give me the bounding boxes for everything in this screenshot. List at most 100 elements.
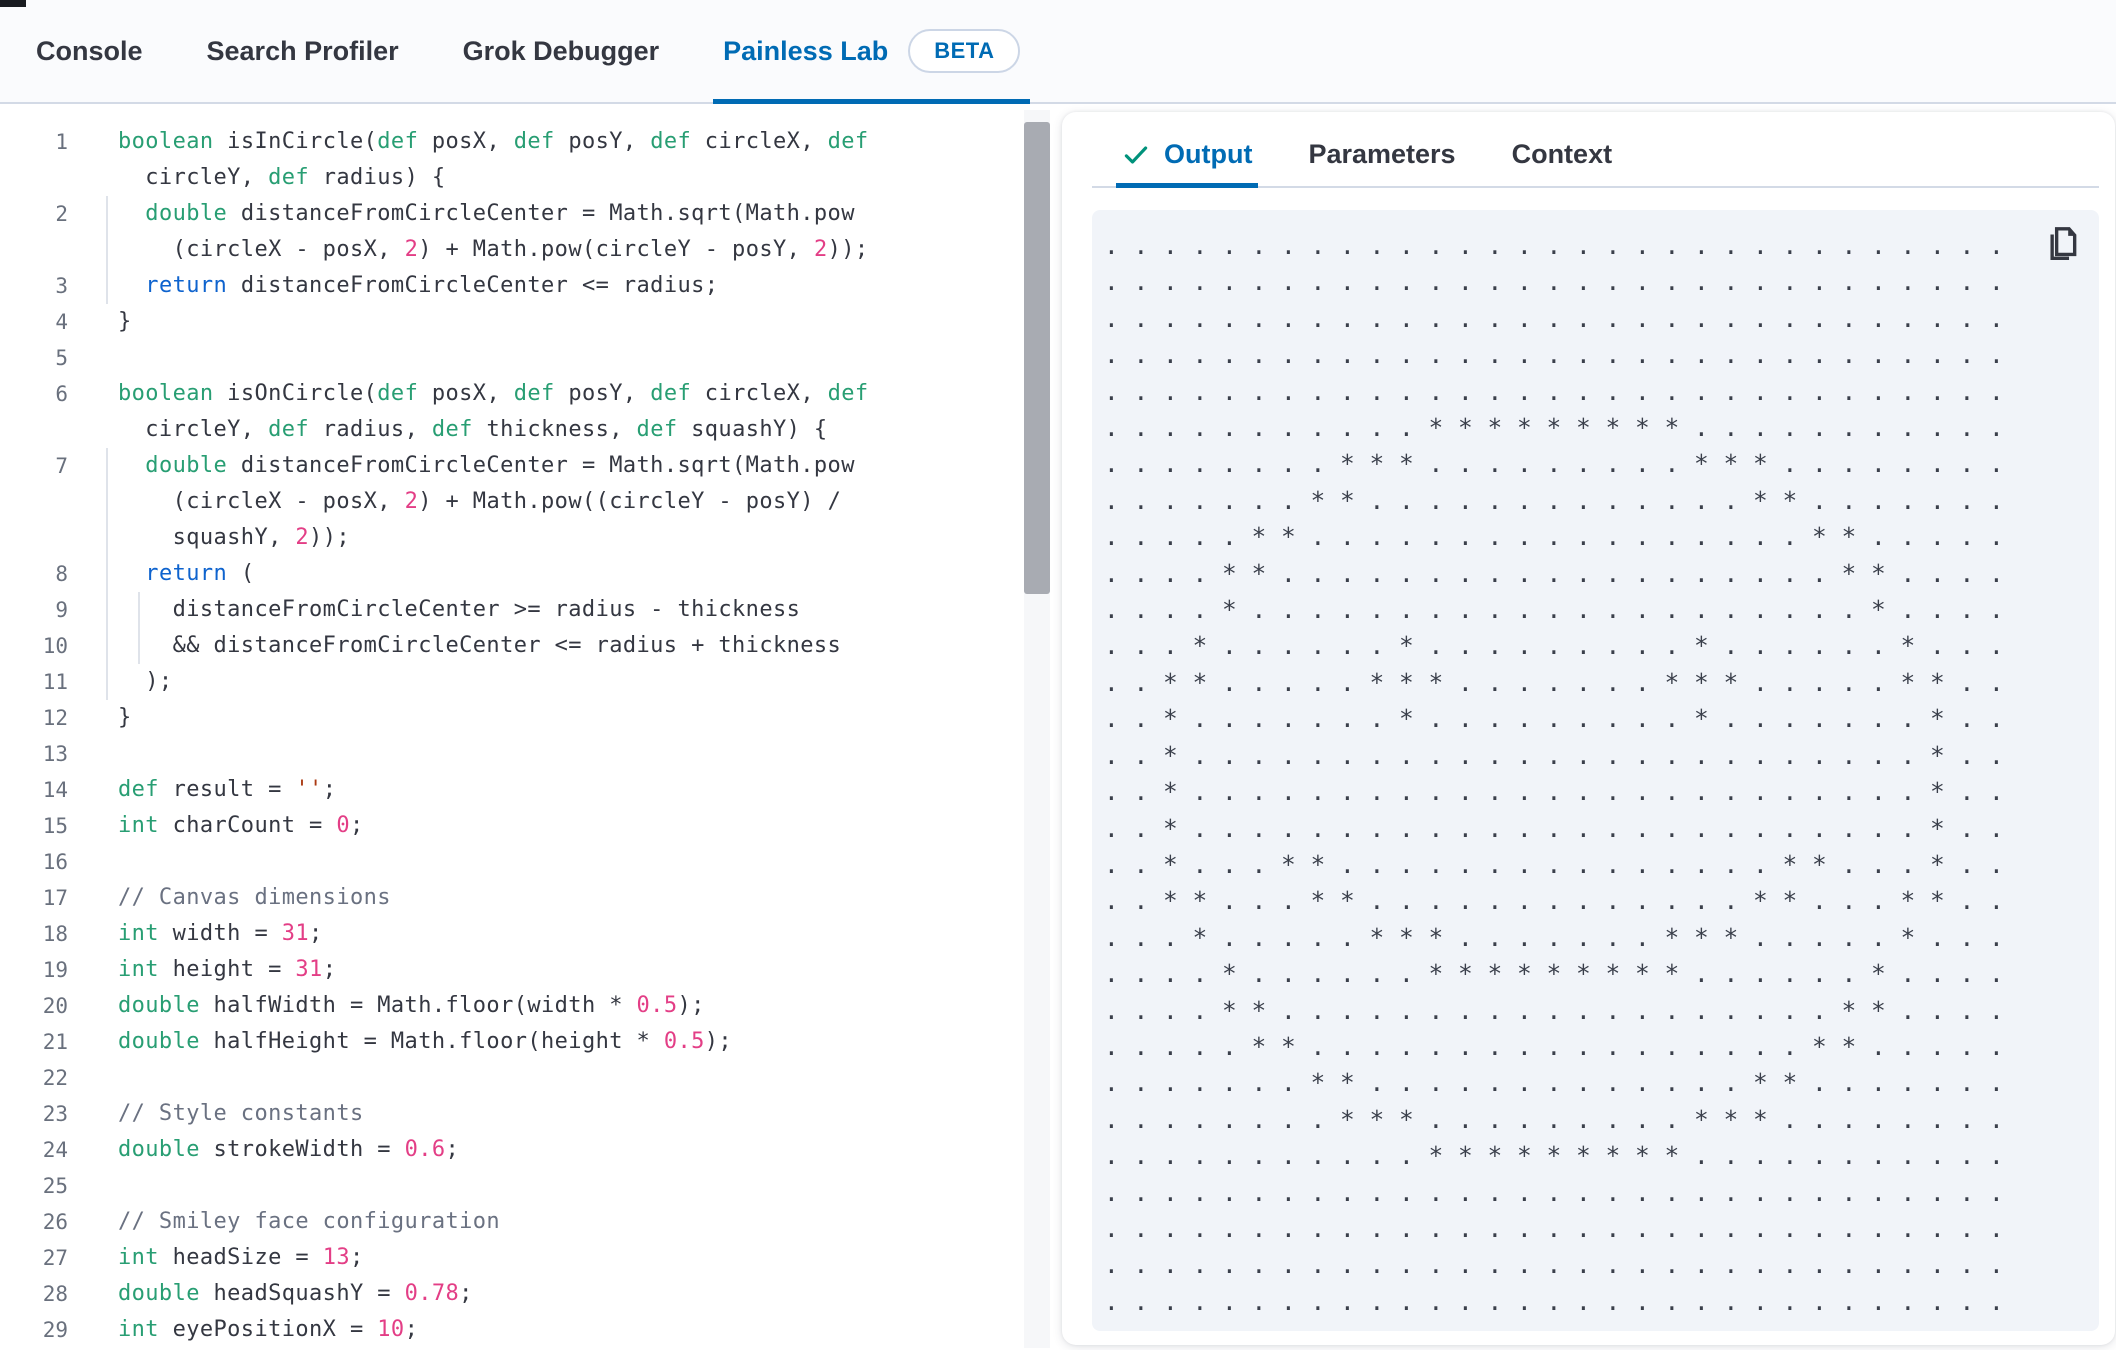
line-number: 20	[42, 994, 68, 1018]
code-line[interactable]: 18 int width = 31;	[0, 916, 1060, 952]
screen-edge-artifact	[0, 0, 26, 7]
code-line[interactable]: 25	[0, 1168, 1060, 1204]
copy-icon[interactable]	[2045, 226, 2079, 264]
output-result-box: . . . . . . . . . . . . . . . . . . . . …	[1092, 210, 2099, 1331]
code-line[interactable]: 8 return (	[0, 556, 1060, 592]
code-text: distanceFromCircleCenter >= radius - thi…	[118, 597, 801, 622]
code-line[interactable]: 28 double headSquashY = 0.78;	[0, 1276, 1060, 1312]
code-line[interactable]: 9 distanceFromCircleCenter >= radius - t…	[0, 592, 1060, 628]
panel-tab-parameters[interactable]: Parameters	[1302, 139, 1461, 186]
panel-tab-context[interactable]: Context	[1506, 139, 1619, 186]
ascii-row: . . . . . . . . * * * . . . . . . . . . …	[1104, 1104, 2004, 1134]
code-line[interactable]: 20 double halfWidth = Math.floor(width * …	[0, 988, 1060, 1024]
ascii-row: . . * . . . . . . . * . . . . . . . . . …	[1104, 704, 2004, 734]
code-line[interactable]: 19 int height = 31;	[0, 952, 1060, 988]
code-text	[68, 1060, 118, 1096]
ascii-row: . . . . . * * . . . . . . . . . . . . . …	[1104, 1031, 2004, 1061]
code-line[interactable]: 3 return distanceFromCircleCenter <= rad…	[0, 268, 1060, 304]
code-text: return (	[145, 561, 255, 586]
code-line[interactable]: 2 double distanceFromCircleCenter = Math…	[0, 196, 1060, 232]
line-number: 7	[55, 454, 68, 478]
nav-tab-label: Painless Lab	[723, 35, 889, 66]
indent-guide	[106, 664, 108, 700]
output-panel-card: Output Parameters Context . . . . . . . . …	[1062, 112, 2115, 1345]
code-line[interactable]: 22	[0, 1060, 1060, 1096]
code-line[interactable]: 4}	[0, 304, 1060, 340]
editor-scrollbar-thumb[interactable]	[1024, 122, 1050, 594]
indent-guide	[106, 448, 108, 484]
nav-tab-search-profiler[interactable]: Search Profiler	[197, 0, 409, 102]
code-line[interactable]: 26 // Smiley face configuration	[0, 1204, 1060, 1240]
ascii-row: . . . . . . . . . . . . . . . . . . . . …	[1104, 1286, 2004, 1316]
code-line[interactable]: 16	[0, 844, 1060, 880]
code-line[interactable]: 21 double halfHeight = Math.floor(height …	[0, 1024, 1060, 1060]
code-line[interactable]: circleY, def radius, def thickness, def …	[0, 412, 1060, 448]
code-text: }	[118, 705, 132, 730]
code-line[interactable]: (circleX - posX, 2) + Math.pow(circleY -…	[0, 232, 1060, 268]
code-line[interactable]: 12}	[0, 700, 1060, 736]
nav-tab-label: Search Profiler	[206, 35, 399, 66]
code-line[interactable]: (circleX - posX, 2) + Math.pow((circleY …	[0, 484, 1060, 520]
code-line[interactable]: 1 boolean isInCircle(def posX, def posY, …	[0, 124, 1060, 160]
ascii-row: . . . . . * * . . . . . . . . . . . . . …	[1104, 522, 2004, 552]
line-number: 18	[42, 922, 68, 946]
code-line[interactable]: 13	[0, 736, 1060, 772]
code-line[interactable]: 15 int charCount = 0;	[0, 808, 1060, 844]
line-number: 9	[55, 598, 68, 622]
code-line[interactable]: 27 int headSize = 13;	[0, 1240, 1060, 1276]
ascii-art-output: . . . . . . . . . . . . . . . . . . . . …	[1104, 228, 2099, 1320]
code-text: boolean isOnCircle(def posX, def posY, d…	[118, 381, 869, 406]
line-number: 19	[42, 958, 68, 982]
indent-guide	[106, 232, 108, 268]
panel-tab-output[interactable]: Output	[1116, 139, 1259, 188]
line-number: 8	[55, 562, 68, 586]
ascii-row: . . . . . . . . . . . . . . . . . . . . …	[1104, 1250, 2004, 1280]
code-text: );	[118, 669, 173, 694]
ascii-row: . . . * . . . . . . * . . . . . . . . . …	[1104, 631, 2004, 661]
code-line[interactable]: 11 );	[0, 664, 1060, 700]
editor-scrollbar-track[interactable]	[1024, 110, 1050, 1348]
code-line[interactable]: squashY, 2));	[0, 520, 1060, 556]
code-line[interactable]: 10 && distanceFromCircleCenter <= radius…	[0, 628, 1060, 664]
code-text: // Style constants	[118, 1101, 364, 1126]
ascii-row: . . . . * * . . . . . . . . . . . . . . …	[1104, 558, 2004, 588]
code-line[interactable]: circleY, def radius) {	[0, 160, 1060, 196]
code-line[interactable]: 5	[0, 340, 1060, 376]
ascii-row: . . * * . . . * * . . . . . . . . . . . …	[1104, 886, 2004, 916]
ascii-row: . . . . * . . . . . . * * * * * * * * * …	[1104, 959, 2004, 989]
code-line[interactable]: 23 // Style constants	[0, 1096, 1060, 1132]
line-number: 6	[55, 382, 68, 406]
dev-tools-tab-bar: Console Search Profiler Grok Debugger Painl…	[0, 0, 2116, 104]
code-line[interactable]: 7 double distanceFromCircleCenter = Math…	[0, 448, 1060, 484]
ascii-row: . . . . * * . . . . . . . . . . . . . . …	[1104, 995, 2004, 1025]
code-text	[68, 844, 118, 880]
nav-tab-console[interactable]: Console	[26, 0, 153, 102]
line-number: 24	[42, 1138, 68, 1162]
line-number: 1	[55, 130, 68, 154]
code-line[interactable]: 29 int eyePositionX = 10;	[0, 1312, 1060, 1348]
code-text: int eyePositionX = 10;	[118, 1317, 419, 1342]
line-number: 16	[42, 850, 68, 874]
ascii-row: . . . . . . . * * . . . . . . . . . . . …	[1104, 485, 2004, 515]
line-number	[0, 232, 68, 268]
beta-badge: BETA	[908, 29, 1021, 73]
code-line[interactable]: 17 // Canvas dimensions	[0, 880, 1060, 916]
code-line[interactable]: 6 boolean isOnCircle(def posX, def posY, …	[0, 376, 1060, 412]
code-text	[68, 340, 118, 376]
code-line[interactable]: 24 double strokeWidth = 0.6;	[0, 1132, 1060, 1168]
nav-tab-grok-debugger[interactable]: Grok Debugger	[453, 0, 670, 102]
code-text: int width = 31;	[118, 921, 323, 946]
line-number: 15	[42, 814, 68, 838]
code-text: double distanceFromCircleCenter = Math.s…	[145, 201, 855, 226]
code-line[interactable]: 14 def result = '';	[0, 772, 1060, 808]
code-editor[interactable]: 1 boolean isInCircle(def posX, def posY, …	[0, 104, 1060, 1348]
indent-guide	[106, 520, 108, 556]
ascii-row: . . . . . . . . . . . * * * * * * * * * …	[1104, 413, 2004, 443]
line-number: 2	[55, 202, 68, 226]
nav-tab-painless-lab[interactable]: Painless Lab BETA	[713, 0, 1031, 104]
panel-tab-label: Parameters	[1308, 139, 1456, 169]
line-number: 23	[42, 1102, 68, 1126]
ascii-row: . . . . . . . . . . . . . . . . . . . . …	[1104, 1177, 2004, 1207]
code-text: int height = 31;	[118, 957, 337, 982]
indent-guide	[138, 592, 140, 628]
